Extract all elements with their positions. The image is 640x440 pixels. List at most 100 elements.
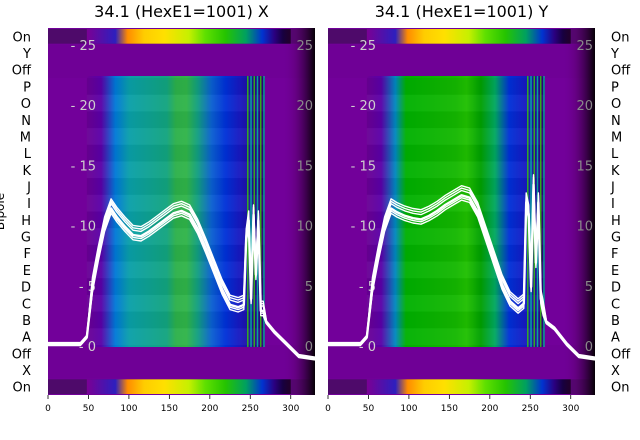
row-label-right: Off (611, 347, 631, 362)
overlay-tick-label-right: 15 (576, 159, 593, 174)
overlay-tick-label: - 15 (71, 159, 96, 174)
row-label-right: L (611, 147, 619, 162)
heatmap-row-off (48, 344, 315, 362)
row-label-left: C (22, 297, 31, 312)
x-tick-label: 200 (201, 404, 218, 414)
row-label-right: X (611, 364, 620, 379)
row-label-left: P (23, 80, 31, 95)
row-label-left: K (22, 164, 31, 179)
overlay-series-line (328, 176, 596, 359)
heatmap-spike-stripe (263, 76, 265, 347)
heatmap-edge-fade (282, 28, 315, 395)
row-label-left: X (22, 364, 31, 379)
row-label-left: L (24, 147, 32, 162)
heatmap-spike-stripe (543, 76, 545, 347)
overlay-tick-label: - 0 (79, 340, 96, 355)
heatmap-row-stripe (366, 311, 545, 329)
row-label-right: O (611, 97, 621, 112)
row-label-left: J (26, 180, 31, 195)
heatmap-row-stripe (366, 111, 545, 129)
row-label-right: On (611, 30, 629, 45)
row-label-right: P (611, 80, 619, 95)
row-label-left: E (23, 264, 31, 279)
row-label-right: E (611, 264, 619, 279)
row-label-left: Off (12, 347, 32, 362)
heatmap-spike-stripe (259, 76, 262, 347)
x-tick-label: 250 (242, 404, 259, 414)
heatmap-row-stripe (366, 178, 545, 195)
row-label-left: A (22, 331, 31, 346)
row-label-right: N (611, 114, 621, 129)
heatmap-spike-stripe (247, 76, 249, 347)
row-label-right: M (611, 130, 622, 145)
heatmap-row-off (48, 61, 315, 79)
heatmap-band-on (86, 29, 291, 44)
overlay-tick-label-right: 20 (576, 99, 593, 114)
chart-title: 34.1 (HexE1=1001) X (94, 2, 269, 21)
heatmap-edge-fade (562, 28, 595, 395)
row-label-left: On (13, 30, 31, 45)
heatmap-row-off (328, 61, 595, 79)
row-label-right: I (611, 197, 615, 212)
heatmap-row-stripe (86, 294, 265, 312)
row-label-left: F (24, 247, 31, 262)
row-label-right: K (611, 164, 620, 179)
heatmap-row-stripe (366, 278, 545, 295)
heatmap-row-stripe (86, 178, 265, 195)
row-label-right: A (611, 331, 620, 346)
overlay-tick-label-right: 0 (305, 340, 313, 355)
heatmap-row-stripe (86, 111, 265, 129)
overlay-tick-label-right: 5 (305, 280, 313, 295)
x-tick-label: 100 (120, 404, 137, 414)
row-label-left: H (21, 214, 31, 229)
x-tick-label: 50 (83, 404, 95, 414)
x-tick-label: 300 (282, 404, 299, 414)
heatmap-row-off (328, 44, 595, 62)
heatmap-row-stripe (366, 261, 545, 279)
heatmap-row-stripe (366, 211, 545, 229)
x-tick-label: 0 (325, 404, 331, 414)
heatmap-spike-stripe (250, 76, 252, 347)
row-label-right: Y (610, 47, 619, 62)
row-label-left: G (21, 231, 31, 246)
heatmap-row-stripe (86, 311, 265, 329)
heatmap-row-stripe (86, 161, 265, 179)
row-label-right: H (611, 214, 621, 229)
row-label-left: D (21, 281, 31, 296)
overlay-tick-label: - 25 (351, 39, 376, 54)
heatmap-row-stripe (366, 294, 545, 312)
overlay-tick-label: - 20 (351, 99, 376, 114)
row-label-right: J (610, 180, 615, 195)
heatmap-row-stripe (86, 244, 265, 262)
heatmap-panel-y: 34.1 (HexE1=1001) Y0 50 100 150 200 250 300- 0… (325, 2, 596, 414)
heatmap-spike-stripe (256, 76, 259, 347)
heatmap-row-stripe (366, 78, 545, 95)
overlay-tick-label-right: 25 (576, 39, 593, 54)
row-label-right: Off (611, 64, 631, 79)
overlay-tick-label: - 25 (71, 39, 96, 54)
heatmap-row-stripe (366, 161, 545, 179)
overlay-tick-label-right: 10 (296, 220, 313, 235)
chart-title: 34.1 (HexE1=1001) Y (375, 2, 549, 21)
heatmap-row-stripe (86, 144, 265, 162)
x-tick-label: 150 (161, 404, 178, 414)
heatmap-row-stripe (86, 278, 265, 295)
row-label-left: B (22, 314, 31, 329)
heatmap-row-stripe (366, 228, 545, 245)
overlay-tick-label-right: 5 (585, 280, 593, 295)
row-label-right: On (611, 381, 629, 396)
row-label-left: M (20, 130, 31, 145)
heatmap-row-stripe (86, 228, 265, 245)
heatmap-panel-x: 34.1 (HexE1=1001) X 0 50 100 150 200 250 300 - 0… (45, 2, 316, 414)
heatmap-row-off (48, 361, 315, 379)
overlay-tick-label: - 10 (71, 220, 96, 235)
y-axis-label: Bipole (0, 193, 7, 230)
heatmap-row-stripe (366, 128, 545, 145)
x-tick-label: 50 (363, 404, 375, 414)
heatmap-row-stripe (86, 78, 265, 95)
overlay-tick-label-right: 15 (296, 159, 313, 174)
overlay-tick-label: - 20 (71, 99, 96, 114)
x-tick-label: 100 (400, 404, 417, 414)
overlay-tick-label-right: 20 (296, 99, 313, 114)
